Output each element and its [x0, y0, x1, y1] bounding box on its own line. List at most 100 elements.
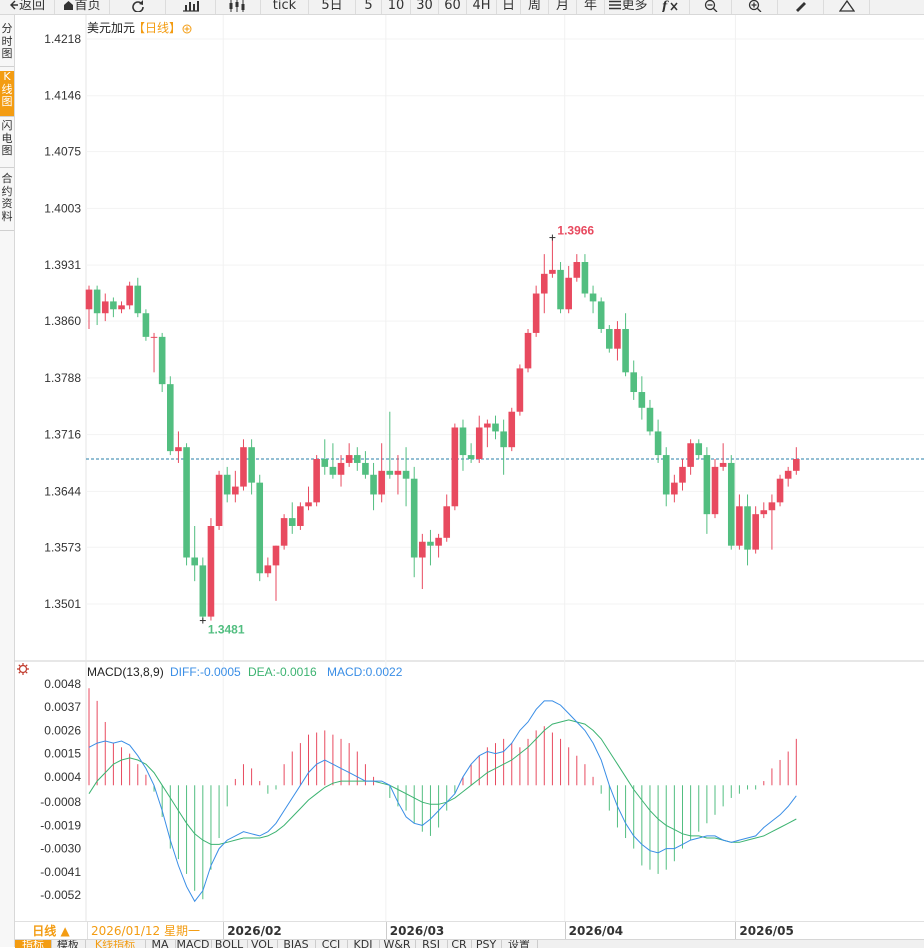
indicator-tab[interactable]: W&R — [379, 940, 416, 948]
candle-body — [606, 328, 613, 349]
macd-tick-label: -0.0019 — [40, 818, 81, 832]
add-indicator-icon[interactable] — [182, 24, 192, 34]
period-week-button-label: 周 — [527, 0, 541, 13]
more-button[interactable]: 更多 — [605, 0, 653, 14]
candle — [508, 407, 516, 452]
candle — [492, 415, 499, 440]
candle-body — [524, 332, 532, 369]
candle-body — [110, 301, 117, 310]
nav-kline[interactable]: K线图 — [0, 70, 14, 117]
candle — [85, 285, 93, 329]
candle — [484, 419, 491, 448]
nav-contract[interactable]: 合约资料 — [0, 172, 14, 231]
price-tick-label: 1.4218 — [44, 32, 81, 46]
macd-tick-label: -0.0052 — [40, 888, 81, 902]
zoom-in-button[interactable] — [732, 0, 778, 14]
indicator-tab[interactable]: BOLL — [211, 940, 248, 948]
indicator-tab[interactable]: 设置 — [501, 940, 538, 948]
indicator-tab[interactable]: CR — [447, 940, 472, 948]
zoom-in-icon — [748, 0, 762, 13]
period-60-button[interactable]: 60 — [439, 0, 467, 14]
candle — [679, 459, 686, 491]
candle-body — [191, 557, 198, 566]
candle — [118, 301, 125, 314]
zoom-out-button[interactable] — [690, 0, 732, 14]
candle-body — [516, 368, 524, 412]
candle-body — [427, 541, 434, 546]
period-year-button[interactable]: 年 — [577, 0, 605, 14]
candle-body — [793, 459, 800, 471]
indicator-tab[interactable]: MA — [145, 940, 176, 948]
add-indicator-icon-plus — [184, 26, 190, 32]
candle-body — [719, 462, 727, 467]
indicator-tab[interactable]: 模板 — [51, 940, 86, 948]
candle — [248, 439, 255, 495]
indicator-tab[interactable]: 指标 — [15, 940, 52, 948]
candle-body — [540, 273, 548, 294]
more-button-label: 更多 — [621, 0, 648, 13]
candle — [784, 466, 792, 487]
tick-button[interactable]: tick — [261, 0, 309, 14]
price-tick-label: 1.3716 — [44, 428, 81, 442]
left-nav: 分时图 K线图闪电图合约资料 — [0, 15, 15, 947]
period-10-button-label: 10 — [387, 0, 405, 13]
candle-body — [280, 518, 288, 546]
draw-button[interactable] — [778, 0, 824, 14]
period-month-button[interactable]: 月 — [549, 0, 577, 14]
nav-flash[interactable]: 闪电图 — [0, 119, 14, 168]
candle — [606, 325, 613, 353]
period-10-button[interactable]: 10 — [382, 0, 411, 14]
home-button[interactable]: 首页 — [55, 0, 110, 14]
triangle-up-icon — [838, 0, 855, 13]
indicator-tab[interactable]: CCI — [315, 940, 348, 948]
candle-body — [784, 470, 792, 479]
period-4h-button-label: 4H — [472, 0, 491, 13]
back-button[interactable]: 返回 — [0, 0, 55, 14]
candle-style-button[interactable] — [216, 0, 261, 14]
candle-body — [549, 269, 556, 274]
indicator-tab[interactable]: KDJ — [347, 940, 380, 948]
candle — [167, 376, 174, 456]
period-5-button[interactable]: 5 — [356, 0, 382, 14]
period-day-button[interactable]: 日 — [497, 0, 521, 14]
candle — [207, 518, 215, 621]
candle-body — [93, 289, 101, 314]
indicator-tab[interactable]: VOL — [247, 940, 278, 948]
period-5day-button[interactable]: 5日 — [309, 0, 356, 14]
indicator-tab[interactable]: BIAS — [277, 940, 316, 948]
menu-icon — [609, 0, 622, 13]
candle — [402, 447, 410, 507]
candle-body — [671, 482, 678, 495]
period-week-button[interactable]: 周 — [521, 0, 549, 14]
bar-style-button[interactable] — [166, 0, 216, 14]
candle-body — [248, 447, 255, 483]
candle — [337, 455, 345, 487]
period-day-button-label: 日 — [501, 0, 515, 13]
period-30-button[interactable]: 30 — [411, 0, 439, 14]
nav-timeshare[interactable]: 分时图 — [0, 22, 14, 67]
period-4h-button[interactable]: 4H — [467, 0, 497, 14]
candle — [134, 277, 142, 318]
candle — [654, 419, 662, 463]
candle — [589, 285, 597, 314]
settings-icon[interactable] — [17, 663, 29, 675]
candle-body — [232, 486, 239, 495]
formula-button[interactable]: f — [653, 0, 690, 14]
period-selector[interactable]: 日线 ▲ — [15, 922, 88, 940]
indicator-tab[interactable]: RSI — [415, 940, 448, 948]
indicator-tab[interactable]: PSY — [471, 940, 502, 948]
period-5-button-label: 5 — [364, 0, 373, 13]
collapse-button[interactable] — [824, 0, 870, 14]
candle-body — [484, 423, 491, 428]
candle-body — [557, 269, 564, 310]
indicator-tab[interactable]: MACD — [175, 940, 212, 948]
kline-chart[interactable]: 1.4218 1.4146 1.4075 1.4003 1.3931 1.3860 1.37… — [15, 15, 924, 921]
candle-body — [101, 301, 109, 314]
home-icon — [63, 0, 74, 13]
candle-body — [459, 427, 467, 456]
refresh-button[interactable] — [110, 0, 166, 14]
candle — [557, 262, 564, 314]
indicator-tab[interactable]: K线指标 — [85, 940, 146, 948]
candle — [215, 470, 223, 530]
candle-body — [419, 541, 426, 558]
